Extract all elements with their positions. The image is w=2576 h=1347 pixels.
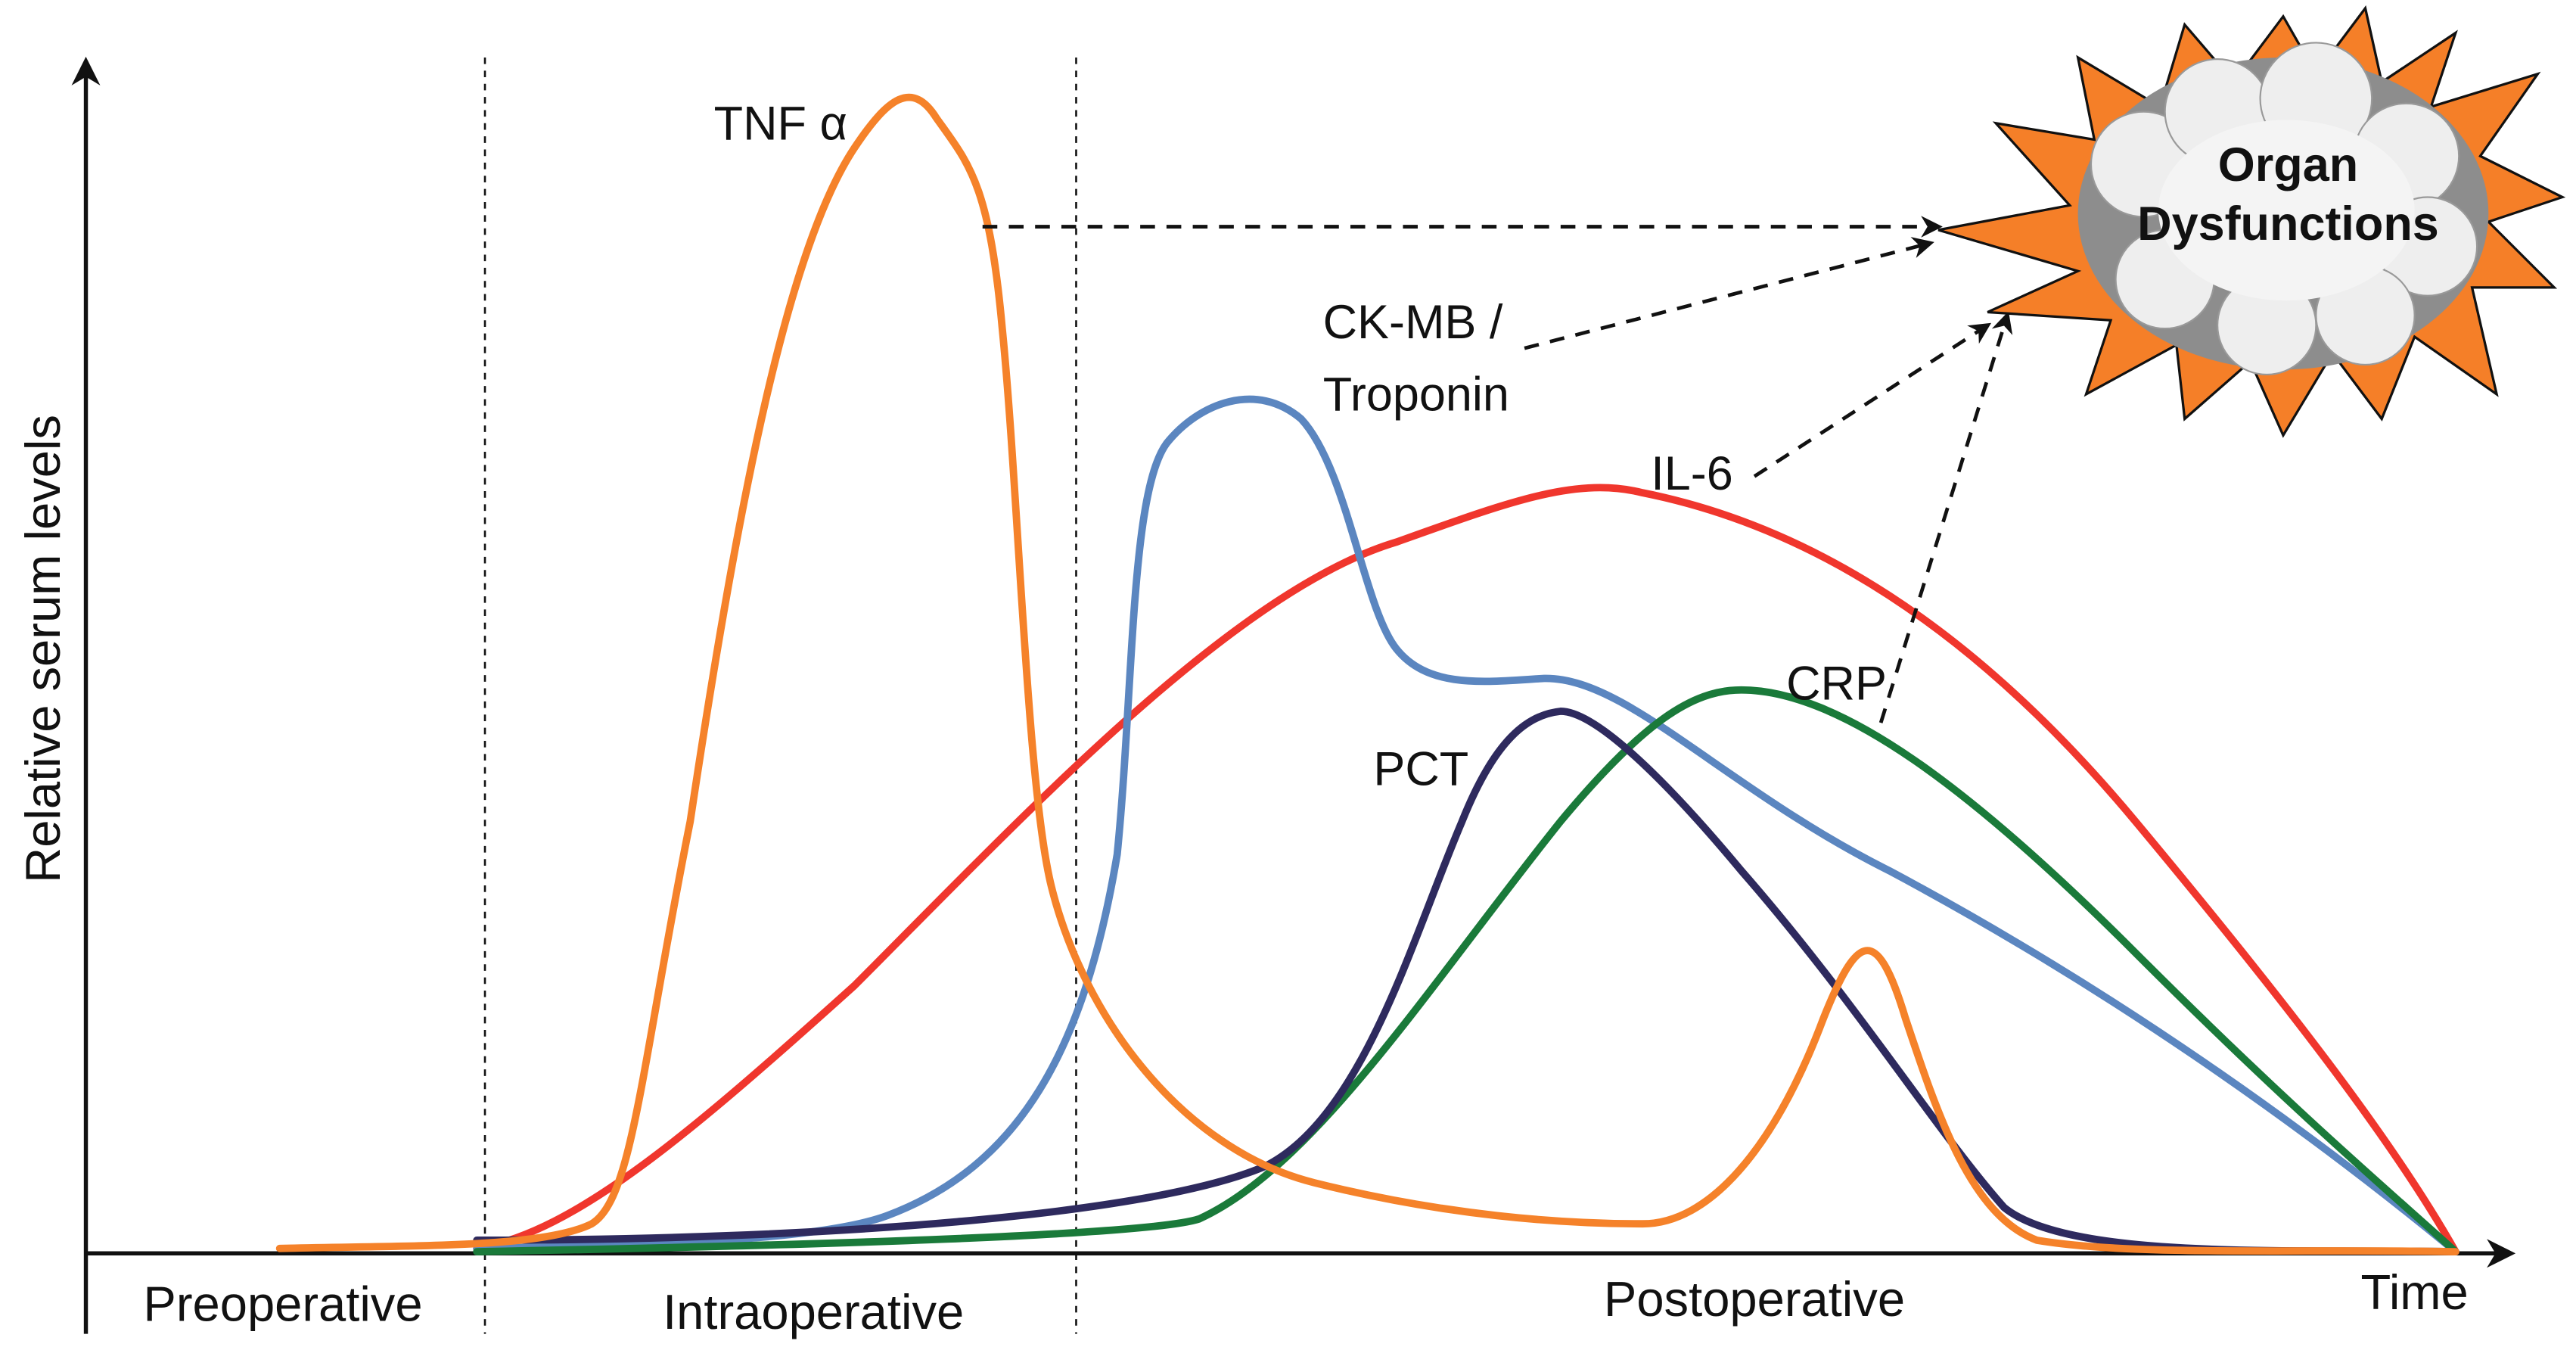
phase-label: Intraoperative [663,1284,964,1339]
phase-label: Postoperative [1604,1271,1905,1327]
arrow [1524,237,1934,350]
curve-label: IL-6 [1651,447,1732,500]
organ-explosion [1937,5,2566,438]
curve-label: TNF α [714,98,847,151]
pct-curve [473,708,2459,1255]
curve-label: CK-MB / [1323,296,1503,349]
curve-label: CRP [1786,658,1887,711]
outcome-label: Dysfunctions [2137,198,2439,250]
outcome-label: Organ [2218,138,2358,191]
arrow [1878,311,2013,723]
phase-label: Preoperative [143,1276,422,1331]
tnf-curve [275,93,2459,1255]
curve-label: PCT [1373,743,1468,796]
arrow [1753,322,1992,478]
il6-curve [473,484,2459,1255]
x-axis-label: Time [2360,1265,2468,1320]
curve-label: Troponin [1323,369,1509,422]
ckmb-curve [473,395,2459,1255]
y-axis-label: Relative serum levels [15,415,70,883]
